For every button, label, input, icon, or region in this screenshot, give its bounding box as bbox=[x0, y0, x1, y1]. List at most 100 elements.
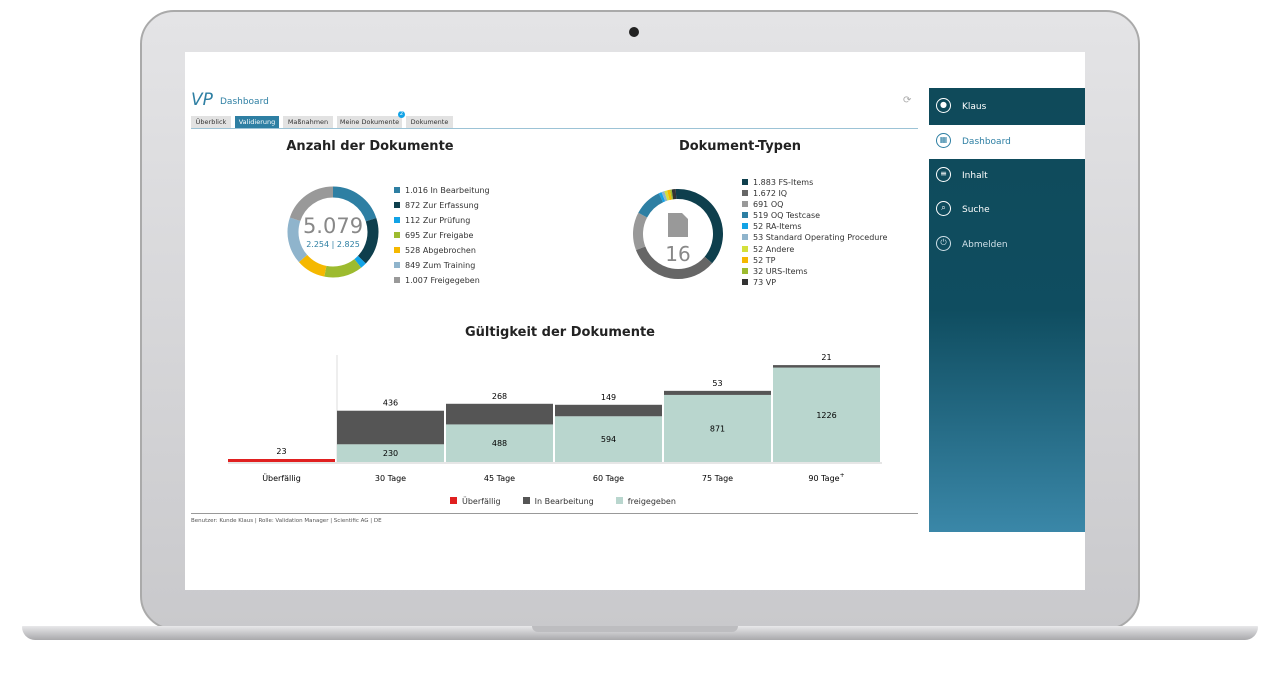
legend-swatch bbox=[742, 256, 748, 263]
bar-label: 53 bbox=[712, 379, 722, 388]
donut2-total: 16 bbox=[665, 242, 691, 266]
donut-segment[interactable] bbox=[675, 189, 723, 264]
bar-label: 23 bbox=[276, 447, 286, 456]
laptop-base bbox=[22, 626, 1258, 640]
donut-segment[interactable] bbox=[354, 255, 366, 268]
sidebar-item-klaus[interactable]: ● Klaus bbox=[929, 90, 1085, 124]
page-title: Dashboard bbox=[220, 97, 269, 107]
donut-segment[interactable] bbox=[633, 212, 648, 251]
tab-dokumente[interactable]: Dokumente bbox=[406, 116, 453, 128]
bar-ueberfaellig[interactable] bbox=[228, 459, 335, 462]
donut-segment[interactable] bbox=[357, 217, 379, 264]
legend-swatch bbox=[742, 190, 748, 197]
tab-ueberblick[interactable]: Überblick bbox=[191, 116, 231, 128]
bar-freigegeben[interactable] bbox=[664, 394, 771, 462]
bar-in-bearbeitung[interactable] bbox=[773, 365, 880, 368]
donut-segment[interactable] bbox=[287, 217, 308, 263]
category-label: 60 Tage bbox=[593, 474, 624, 483]
sidebar-item-abmelden[interactable]: ⏻ Abmelden bbox=[929, 228, 1085, 262]
category-label: 45 Tage bbox=[484, 474, 515, 483]
legend-swatch bbox=[615, 497, 623, 504]
donut-segment[interactable] bbox=[298, 254, 327, 277]
legend-item: 1.016 In Bearbeitung bbox=[394, 183, 490, 198]
refresh-icon[interactable]: ⟳ bbox=[903, 95, 912, 106]
sidebar-item-inhalt[interactable]: ≡ Inhalt bbox=[929, 159, 1085, 193]
sub-value-1: 2.254 bbox=[306, 240, 330, 249]
sidebar-label: Suche bbox=[962, 205, 990, 215]
tab-meine-dokumente[interactable]: Meine Dokumente bbox=[337, 116, 402, 128]
bar-in-bearbeitung[interactable] bbox=[664, 390, 771, 395]
donut-segment[interactable] bbox=[324, 258, 362, 278]
legend-label: 52 Andere bbox=[753, 244, 795, 254]
donut-segment[interactable] bbox=[661, 191, 668, 202]
legend-swatch bbox=[394, 232, 400, 238]
bar-label: 594 bbox=[601, 435, 616, 444]
legend-item: 691 OQ bbox=[742, 199, 887, 210]
tab-divider bbox=[191, 128, 918, 129]
legend-item: 112 Zur Prüfung bbox=[394, 213, 490, 228]
legend-swatch bbox=[742, 278, 748, 285]
legend-swatch bbox=[394, 187, 400, 193]
category-label: Überfällig bbox=[262, 473, 301, 483]
legend-item: 73 VP bbox=[742, 277, 887, 288]
legend-swatch bbox=[394, 262, 400, 268]
footer-divider bbox=[191, 513, 918, 514]
sidebar-item-suche[interactable]: ⌕ Suche bbox=[929, 193, 1085, 227]
tab-validierung[interactable]: Validierung bbox=[235, 116, 279, 128]
legend-swatch bbox=[450, 497, 457, 504]
legend-label: 112 Zur Prüfung bbox=[405, 216, 471, 225]
legend-item: In Bearbeitung bbox=[522, 497, 594, 506]
donut-segment[interactable] bbox=[664, 190, 670, 201]
donut-segment[interactable] bbox=[658, 192, 666, 203]
legend-label: 1.883 FS-Items bbox=[753, 178, 814, 187]
sub-value-2: 2.825 bbox=[336, 240, 360, 249]
donut-segment[interactable] bbox=[635, 246, 713, 279]
donut-segment[interactable] bbox=[667, 189, 672, 201]
legend-item: 52 Andere bbox=[742, 244, 887, 255]
legend-item: 872 Zur Erfassung bbox=[394, 198, 490, 213]
donut-segment[interactable] bbox=[638, 193, 664, 218]
sidebar-item-dashboard[interactable]: ▦ Dashboard bbox=[929, 125, 1085, 159]
search-icon: ⌕ bbox=[936, 201, 951, 216]
bar-label: 149 bbox=[601, 393, 616, 402]
user-icon: ● bbox=[936, 98, 951, 113]
donut-segment[interactable] bbox=[289, 186, 334, 222]
legend-label: 52 TP bbox=[753, 255, 776, 265]
legend-swatch bbox=[742, 245, 748, 252]
bar-label: 268 bbox=[492, 392, 507, 401]
chart-title-typen: Dokument-Typen bbox=[678, 139, 802, 154]
legend-swatch bbox=[394, 217, 400, 223]
bar-in-bearbeitung[interactable] bbox=[555, 404, 662, 417]
legend-item: 52 RA-Items bbox=[742, 221, 887, 232]
donut-segment[interactable] bbox=[332, 186, 377, 222]
legend-label: 1.007 Freigegeben bbox=[405, 276, 480, 285]
bar-freigegeben[interactable] bbox=[446, 424, 553, 462]
legend-label: 849 Zum Training bbox=[405, 261, 476, 270]
legend-label: Überfällig bbox=[462, 497, 501, 506]
legend-label: freigegeben bbox=[627, 497, 676, 506]
legend-label: 73 VP bbox=[753, 277, 777, 287]
bar-in-bearbeitung[interactable] bbox=[337, 410, 444, 445]
legend-swatch bbox=[742, 267, 748, 274]
legend-swatch bbox=[742, 179, 748, 185]
category-label: 30 Tage bbox=[375, 474, 406, 483]
laptop-notch bbox=[532, 626, 738, 632]
bar-label: 871 bbox=[710, 424, 725, 433]
bar-label: 1226 bbox=[816, 411, 836, 420]
sidebar-label: Abmelden bbox=[962, 240, 1008, 250]
legend-item: 849 Zum Training bbox=[394, 258, 490, 273]
legend-label: 519 OQ Testcase bbox=[753, 211, 821, 221]
bar-in-bearbeitung[interactable] bbox=[446, 403, 553, 425]
legend-item: 1.883 FS-Items bbox=[742, 177, 887, 188]
legend-swatch bbox=[394, 247, 400, 253]
tab-massnahmen[interactable]: Maßnahmen bbox=[283, 116, 333, 128]
power-icon: ⏻ bbox=[936, 236, 951, 251]
legend-item: Überfällig bbox=[450, 497, 501, 506]
bar-freigegeben[interactable] bbox=[555, 416, 662, 462]
bar-freigegeben[interactable] bbox=[773, 367, 880, 462]
bar-freigegeben[interactable] bbox=[337, 444, 444, 462]
sidebar: ● Klaus ▦ Dashboard ≡ Inhalt ⌕ Suche ⏻ Abmeld… bbox=[929, 88, 1085, 532]
database-icon: ≡ bbox=[936, 167, 951, 182]
bar-label: 230 bbox=[383, 449, 398, 458]
legend-label: 1.016 In Bearbeitung bbox=[405, 186, 490, 195]
